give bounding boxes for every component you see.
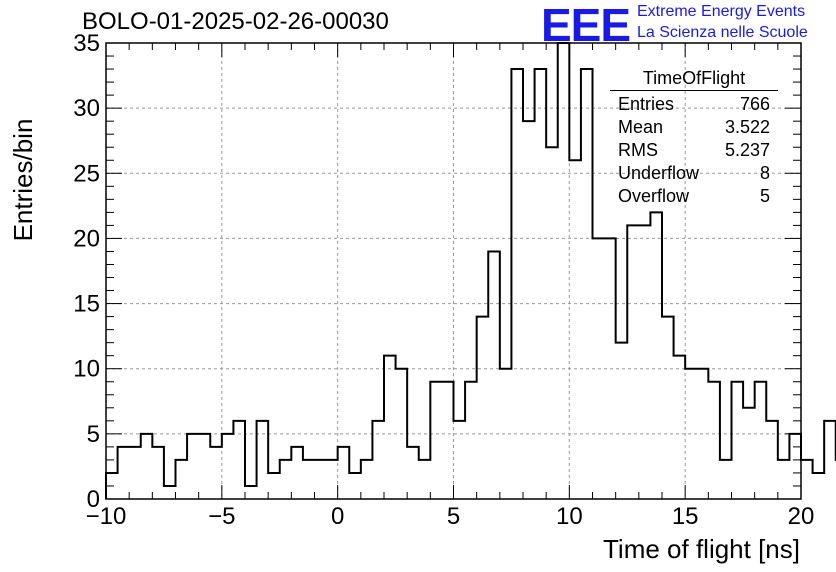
y-tick-label: 5	[87, 421, 100, 448]
stats-value: 3.522	[724, 117, 770, 137]
y-tick-label: 0	[87, 486, 100, 513]
logo-line-2: La Scienza nelle Scuole	[637, 24, 808, 41]
stats-title: TimeOfFlight	[610, 68, 778, 91]
x-tick-label: 10	[556, 503, 583, 530]
statistics-box: TimeOfFlight Entries 766 Mean 3.522 RMS …	[610, 68, 778, 208]
x-tick-label: 20	[788, 503, 815, 530]
x-tick-label: 15	[672, 503, 699, 530]
stats-label: Overflow	[618, 186, 690, 206]
y-tick-label: 10	[73, 356, 100, 383]
axis-tick-labels: −10 −5 0 5 10 15 20 0 5 10 15 20 25 30 35	[73, 30, 814, 530]
x-axis-label: Time of flight [ns]	[603, 534, 800, 564]
y-tick-label: 30	[73, 95, 100, 122]
x-tick-label: 5	[447, 503, 460, 530]
stats-value: 766	[739, 94, 770, 114]
stats-value: 8	[759, 163, 770, 183]
eee-logo: EEE	[541, 0, 631, 51]
x-tick-label: −5	[208, 503, 235, 530]
page-title: BOLO-01-2025-02-26-00030	[82, 8, 389, 35]
stats-row-underflow: Underflow 8	[610, 162, 778, 185]
stats-label: Mean	[618, 117, 664, 137]
stats-value: 5.237	[724, 140, 770, 160]
axis-ticks	[105, 42, 802, 500]
histogram-series	[105, 42, 836, 499]
y-tick-label: 15	[73, 291, 100, 318]
stats-row-rms: RMS 5.237	[610, 139, 778, 162]
stats-row-entries: Entries 766	[610, 93, 778, 116]
x-tick-label: 0	[331, 503, 344, 530]
y-tick-label: 25	[73, 160, 100, 187]
y-axis-label: Entries/bin	[8, 119, 38, 242]
stats-row-mean: Mean 3.522	[610, 116, 778, 139]
stats-label: RMS	[618, 140, 658, 160]
x-tick-label: −10	[86, 503, 127, 530]
stats-label: Underflow	[618, 163, 700, 183]
stats-value: 5	[759, 186, 770, 206]
y-tick-label: 35	[73, 30, 100, 57]
stats-label: Entries	[618, 94, 675, 114]
logo-line-1: Extreme Energy Events	[637, 3, 806, 20]
stats-row-overflow: Overflow 5	[610, 185, 778, 208]
y-tick-label: 20	[73, 225, 100, 252]
